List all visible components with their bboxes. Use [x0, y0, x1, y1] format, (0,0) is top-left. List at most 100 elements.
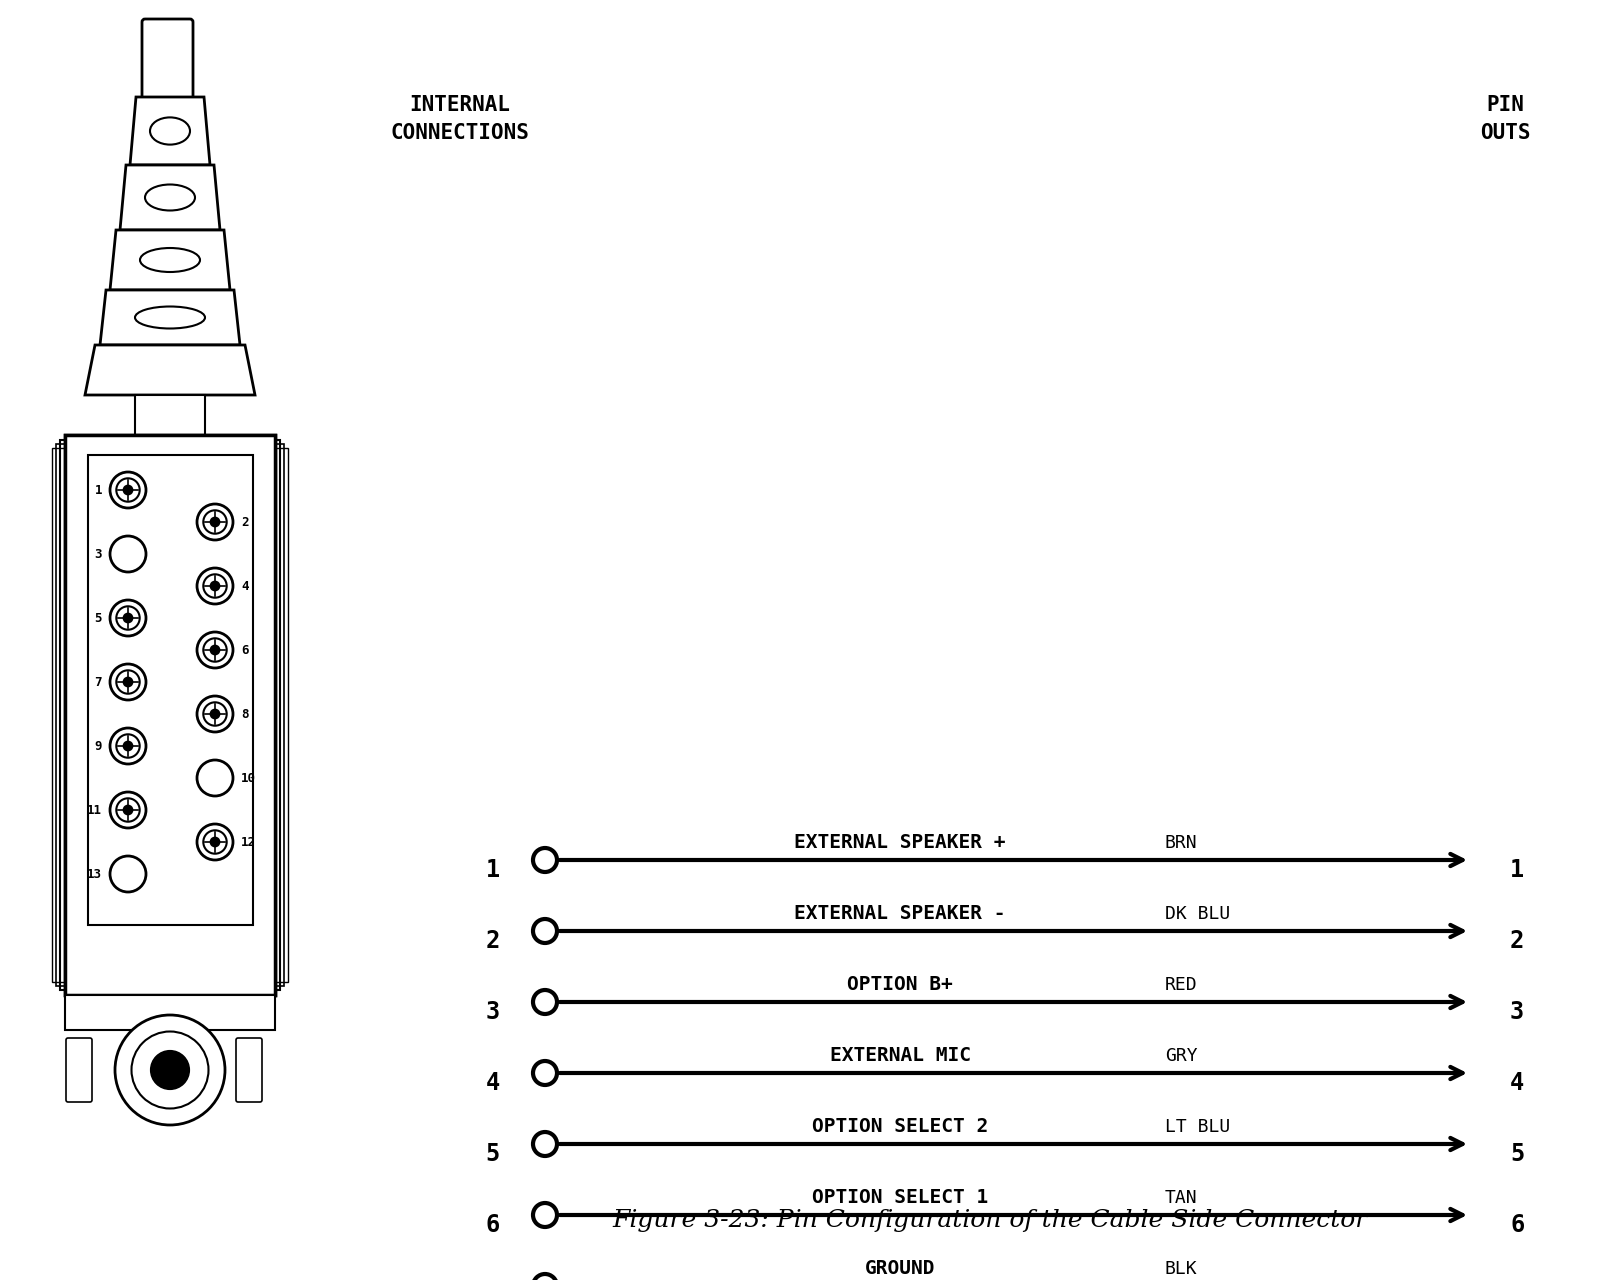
Circle shape [197, 568, 233, 604]
Circle shape [533, 1274, 558, 1280]
Circle shape [110, 472, 145, 508]
Circle shape [116, 799, 139, 822]
Circle shape [123, 677, 134, 687]
Circle shape [110, 856, 145, 892]
FancyBboxPatch shape [65, 435, 275, 995]
Circle shape [204, 703, 226, 726]
Circle shape [123, 741, 134, 751]
Circle shape [110, 600, 145, 636]
Text: OPTION SELECT 1: OPTION SELECT 1 [811, 1188, 987, 1207]
Text: EXTERNAL SPEAKER -: EXTERNAL SPEAKER - [793, 904, 1005, 923]
Text: 2: 2 [486, 929, 499, 954]
Text: 3: 3 [486, 1000, 499, 1024]
Text: 8: 8 [241, 708, 249, 721]
Polygon shape [100, 291, 241, 346]
Circle shape [533, 989, 558, 1014]
Text: EXTERNAL SPEAKER +: EXTERNAL SPEAKER + [793, 833, 1005, 852]
Circle shape [533, 919, 558, 943]
Text: TAN: TAN [1165, 1189, 1197, 1207]
Text: 6: 6 [241, 644, 249, 657]
Circle shape [116, 607, 139, 630]
FancyBboxPatch shape [142, 19, 192, 100]
Circle shape [533, 1061, 558, 1085]
Circle shape [110, 664, 145, 700]
Text: INTERNAL: INTERNAL [409, 95, 511, 115]
Text: 7: 7 [94, 676, 102, 689]
Circle shape [204, 575, 226, 598]
Circle shape [210, 837, 220, 847]
Circle shape [197, 632, 233, 668]
Text: 3: 3 [94, 548, 102, 561]
Text: GROUND: GROUND [865, 1260, 936, 1277]
Circle shape [110, 536, 145, 572]
Text: 13: 13 [87, 868, 102, 881]
Text: BLK: BLK [1165, 1260, 1197, 1277]
Circle shape [204, 831, 226, 854]
Circle shape [123, 613, 134, 623]
Ellipse shape [150, 118, 191, 145]
Text: LT BLU: LT BLU [1165, 1117, 1230, 1137]
Text: 2: 2 [1509, 929, 1524, 954]
Text: 4: 4 [241, 580, 249, 593]
Circle shape [116, 735, 139, 758]
Text: 10: 10 [241, 772, 255, 785]
Text: DK BLU: DK BLU [1165, 905, 1230, 923]
Circle shape [197, 824, 233, 860]
Circle shape [116, 671, 139, 694]
Circle shape [204, 639, 226, 662]
Text: 3: 3 [1509, 1000, 1524, 1024]
Text: OPTION SELECT 2: OPTION SELECT 2 [811, 1117, 987, 1137]
Circle shape [123, 485, 134, 495]
Circle shape [116, 479, 139, 502]
Circle shape [197, 760, 233, 796]
Circle shape [204, 511, 226, 534]
Circle shape [533, 1203, 558, 1228]
Text: 5: 5 [94, 612, 102, 625]
Text: EXTERNAL MIC: EXTERNAL MIC [829, 1046, 971, 1065]
Text: 1: 1 [1509, 858, 1524, 882]
Circle shape [115, 1015, 225, 1125]
Circle shape [197, 504, 233, 540]
Text: 9: 9 [94, 740, 102, 753]
Text: 11: 11 [87, 804, 102, 817]
FancyBboxPatch shape [136, 396, 205, 435]
Circle shape [123, 805, 134, 815]
Text: PIN: PIN [1487, 95, 1524, 115]
Text: 6: 6 [486, 1213, 499, 1236]
FancyBboxPatch shape [65, 995, 275, 1030]
Text: 1: 1 [94, 484, 102, 497]
Polygon shape [120, 165, 220, 230]
Text: 12: 12 [241, 836, 255, 849]
FancyBboxPatch shape [236, 1038, 262, 1102]
Circle shape [210, 709, 220, 719]
Circle shape [131, 1032, 208, 1108]
Text: 5: 5 [486, 1142, 499, 1166]
Circle shape [533, 1132, 558, 1156]
Circle shape [150, 1051, 189, 1089]
Polygon shape [86, 346, 255, 396]
Ellipse shape [141, 248, 200, 271]
Text: BRN: BRN [1165, 835, 1197, 852]
FancyBboxPatch shape [87, 454, 254, 925]
Ellipse shape [145, 184, 196, 210]
Ellipse shape [136, 306, 205, 329]
Circle shape [210, 517, 220, 527]
Polygon shape [110, 230, 229, 291]
Circle shape [110, 728, 145, 764]
Text: GRY: GRY [1165, 1047, 1197, 1065]
Text: RED: RED [1165, 975, 1197, 995]
Circle shape [110, 792, 145, 828]
Text: 4: 4 [1509, 1071, 1524, 1094]
Text: 5: 5 [1509, 1142, 1524, 1166]
Text: 1: 1 [486, 858, 499, 882]
FancyBboxPatch shape [66, 1038, 92, 1102]
Circle shape [210, 581, 220, 591]
Text: 4: 4 [486, 1071, 499, 1094]
Text: OPTION B+: OPTION B+ [847, 975, 953, 995]
Text: OUTS: OUTS [1480, 123, 1530, 143]
Polygon shape [129, 97, 210, 165]
Circle shape [210, 645, 220, 655]
Text: Figure 3-23: Pin Configuration of the Cable Side Connector: Figure 3-23: Pin Configuration of the Ca… [612, 1208, 1367, 1231]
Text: 2: 2 [241, 516, 249, 529]
Text: CONNECTIONS: CONNECTIONS [391, 123, 530, 143]
